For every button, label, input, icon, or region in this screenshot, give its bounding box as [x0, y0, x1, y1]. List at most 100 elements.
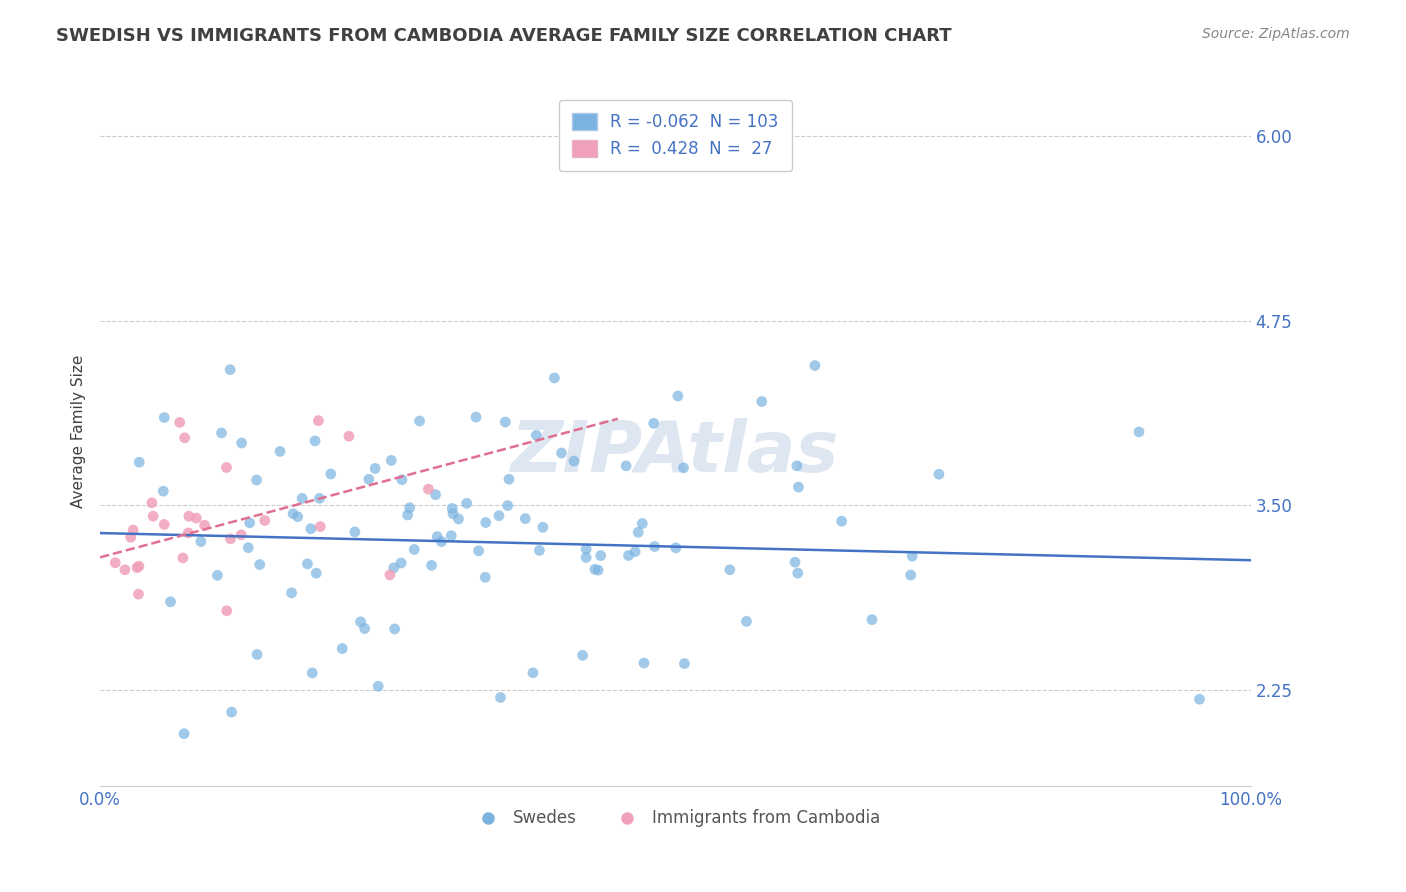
- Swedes: [291, 491, 314, 506]
- Swedes: [367, 679, 389, 693]
- Immigrants from Cambodia: [173, 431, 195, 445]
- Swedes: [571, 648, 593, 663]
- Swedes: [353, 622, 375, 636]
- Swedes: [301, 665, 323, 680]
- Swedes: [190, 534, 212, 549]
- Swedes: [583, 562, 606, 576]
- Swedes: [1128, 425, 1150, 439]
- Swedes: [786, 566, 808, 580]
- Swedes: [456, 496, 478, 510]
- Swedes: [246, 648, 269, 662]
- Swedes: [900, 568, 922, 582]
- Swedes: [447, 512, 470, 526]
- Immigrants from Cambodia: [378, 568, 401, 582]
- Immigrants from Cambodia: [215, 460, 238, 475]
- Swedes: [666, 389, 689, 403]
- Swedes: [465, 410, 488, 425]
- Text: SWEDISH VS IMMIGRANTS FROM CAMBODIA AVERAGE FAMILY SIZE CORRELATION CHART: SWEDISH VS IMMIGRANTS FROM CAMBODIA AVER…: [56, 27, 952, 45]
- Swedes: [665, 541, 688, 555]
- Swedes: [382, 561, 405, 575]
- Swedes: [575, 550, 598, 565]
- Swedes: [380, 453, 402, 467]
- Immigrants from Cambodia: [122, 523, 145, 537]
- Swedes: [627, 525, 650, 540]
- Immigrants from Cambodia: [177, 509, 200, 524]
- Swedes: [718, 563, 741, 577]
- Swedes: [153, 410, 176, 425]
- Text: Source: ZipAtlas.com: Source: ZipAtlas.com: [1202, 27, 1350, 41]
- Swedes: [787, 480, 810, 494]
- Swedes: [474, 516, 496, 530]
- Swedes: [384, 622, 406, 636]
- Swedes: [426, 530, 449, 544]
- Swedes: [474, 570, 496, 584]
- Immigrants from Cambodia: [186, 511, 208, 525]
- Y-axis label: Average Family Size: Average Family Size: [72, 355, 86, 508]
- Swedes: [489, 690, 512, 705]
- Swedes: [586, 563, 609, 577]
- Swedes: [173, 727, 195, 741]
- Immigrants from Cambodia: [128, 559, 150, 574]
- Swedes: [735, 615, 758, 629]
- Swedes: [751, 394, 773, 409]
- Swedes: [281, 507, 304, 521]
- Swedes: [1188, 692, 1211, 706]
- Swedes: [786, 458, 808, 473]
- Swedes: [589, 549, 612, 563]
- Swedes: [631, 516, 654, 531]
- Swedes: [928, 467, 950, 482]
- Swedes: [420, 558, 443, 573]
- Immigrants from Cambodia: [153, 517, 176, 532]
- Swedes: [575, 542, 598, 557]
- Swedes: [211, 425, 233, 440]
- Swedes: [238, 541, 260, 555]
- Swedes: [524, 428, 547, 442]
- Swedes: [398, 500, 420, 515]
- Swedes: [297, 557, 319, 571]
- Text: ZIPAtlas: ZIPAtlas: [512, 418, 839, 487]
- Swedes: [783, 555, 806, 569]
- Swedes: [269, 444, 291, 458]
- Swedes: [673, 657, 696, 671]
- Immigrants from Cambodia: [194, 518, 217, 533]
- Swedes: [498, 472, 520, 486]
- Swedes: [305, 566, 328, 581]
- Swedes: [128, 455, 150, 469]
- Swedes: [467, 543, 489, 558]
- Swedes: [391, 473, 413, 487]
- Swedes: [389, 556, 412, 570]
- Swedes: [617, 549, 640, 563]
- Swedes: [644, 540, 666, 554]
- Swedes: [441, 507, 464, 521]
- Swedes: [496, 499, 519, 513]
- Immigrants from Cambodia: [120, 530, 142, 544]
- Immigrants from Cambodia: [231, 528, 253, 542]
- Immigrants from Cambodia: [169, 416, 191, 430]
- Swedes: [901, 549, 924, 563]
- Swedes: [221, 705, 243, 719]
- Swedes: [633, 656, 655, 670]
- Swedes: [494, 415, 516, 429]
- Swedes: [299, 522, 322, 536]
- Swedes: [543, 371, 565, 385]
- Swedes: [531, 520, 554, 534]
- Swedes: [159, 595, 181, 609]
- Swedes: [441, 501, 464, 516]
- Swedes: [408, 414, 430, 428]
- Immigrants from Cambodia: [142, 509, 165, 524]
- Swedes: [396, 508, 419, 522]
- Immigrants from Cambodia: [418, 482, 440, 496]
- Swedes: [287, 509, 309, 524]
- Legend: Swedes, Immigrants from Cambodia: Swedes, Immigrants from Cambodia: [464, 803, 887, 834]
- Swedes: [319, 467, 342, 481]
- Immigrants from Cambodia: [114, 563, 136, 577]
- Swedes: [207, 568, 229, 582]
- Swedes: [430, 534, 453, 549]
- Immigrants from Cambodia: [219, 532, 242, 546]
- Immigrants from Cambodia: [104, 556, 127, 570]
- Swedes: [245, 473, 267, 487]
- Swedes: [219, 362, 242, 376]
- Swedes: [614, 458, 637, 473]
- Swedes: [831, 514, 853, 528]
- Immigrants from Cambodia: [177, 525, 200, 540]
